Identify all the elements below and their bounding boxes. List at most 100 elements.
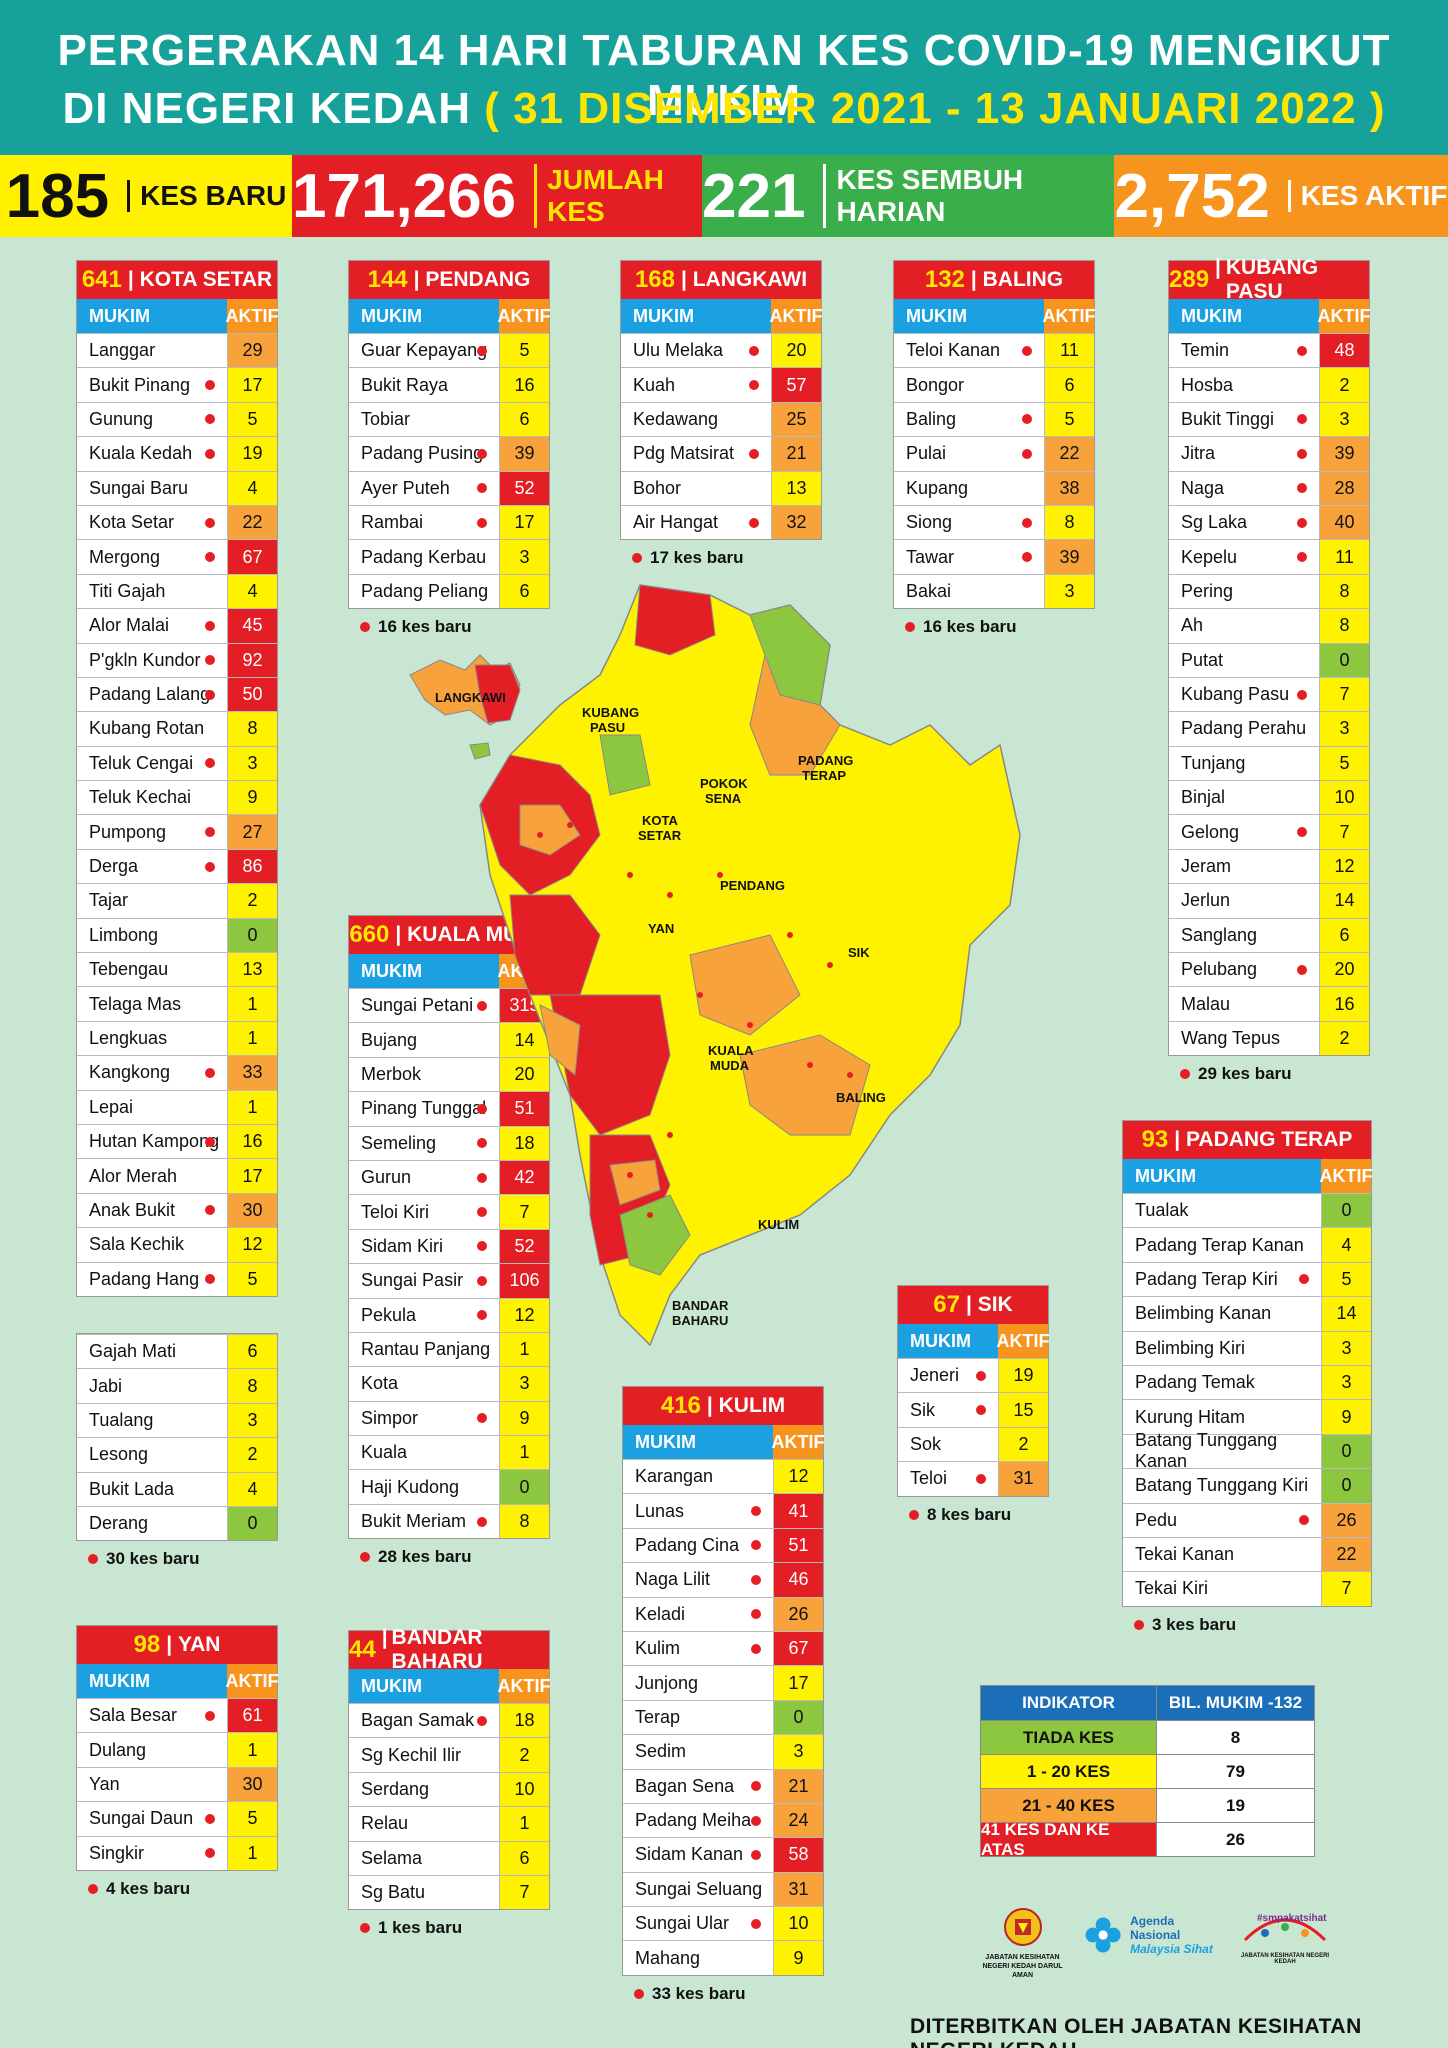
table-row: Ayer Puteh 52: [349, 470, 549, 505]
mukim-name: Kubang Rotan: [89, 718, 205, 739]
mukim-cell: Kedawang: [621, 403, 771, 436]
mukim-cell: Pelubang: [1169, 953, 1319, 986]
mukim-name: Gunung: [89, 408, 154, 429]
mukim-name: Bagan Sena: [635, 1775, 735, 1796]
new-case-dot-icon: [205, 552, 215, 563]
map-label-sena: SENA: [705, 791, 742, 806]
mukim-name: Limbong: [89, 924, 159, 945]
aktif-value: 19: [227, 437, 277, 471]
district-table-baling: 132 | BALING MUKIM AKTIF Teloi Kanan 11 Bongor…: [893, 260, 1096, 610]
aktif-value: 2: [998, 1427, 1048, 1462]
table-row: Bujang 14: [349, 1022, 549, 1057]
mukim-cell: Dulang: [77, 1733, 227, 1766]
mukim-cell: Semeling: [349, 1127, 499, 1160]
mukim-name: Ayer Puteh: [361, 477, 450, 498]
mukim-name: Semeling: [361, 1132, 437, 1153]
mukim-name: Teluk Cengai: [89, 752, 194, 773]
aktif-value: 7: [499, 1875, 549, 1910]
mukim-cell: P'gkln Kundor: [77, 644, 227, 677]
district-name: SIK: [977, 1293, 1013, 1316]
new-case-dot-icon: [477, 483, 487, 494]
table-row: Hosba 2: [1169, 367, 1369, 402]
mukim-name: Padang Cina: [635, 1534, 740, 1555]
table-row: Jeneri 19: [898, 1358, 1048, 1393]
mukim-name: Mahang: [635, 1947, 701, 1968]
mukim-cell: Bukit Meriam: [349, 1505, 499, 1538]
new-case-dot-icon: [1297, 414, 1307, 425]
table-row: Telaga Mas 1: [77, 986, 277, 1021]
mukim-name: Langgar: [89, 340, 156, 361]
mukim-name: Naga: [1181, 477, 1225, 498]
mukim-cell: Bujang: [349, 1023, 499, 1056]
table-row: P'gkln Kundor 92: [77, 642, 277, 677]
mukim-cell: Batang Tunggang Kiri: [1123, 1469, 1321, 1502]
new-case-dot-icon: [1022, 517, 1032, 528]
mukim-cell: Pumpong: [77, 815, 227, 848]
aktif-value: 8: [499, 1504, 549, 1539]
mukim-name: Padang Terap Kanan: [1135, 1234, 1304, 1255]
table-row: Sidam Kanan 58: [623, 1837, 823, 1872]
district-total: 44: [349, 1636, 376, 1663]
mukim-name: Belimbing Kiri: [1135, 1337, 1246, 1358]
mukim-cell: Padang Terap Kanan: [1123, 1228, 1321, 1261]
table-row: Jeram 12: [1169, 848, 1369, 884]
new-case-dot-icon: [205, 1813, 215, 1824]
table-row: Kangkong 33: [77, 1055, 277, 1090]
column-mukim: MUKIM: [1123, 1159, 1321, 1193]
aktif-value: 26: [1321, 1503, 1371, 1537]
district-separator: |: [381, 1626, 388, 1673]
mukim-cell: Padang Lalang: [77, 678, 227, 711]
aktif-value: 3: [1319, 402, 1369, 437]
smp-logo-sub: JABATAN KESIHATAN NEGERI KEDAH: [1240, 1953, 1330, 1965]
district-table-yan: 98 | YAN MUKIM AKTIF Sala Besar 61 Dulang 1 Yan 3…: [76, 1625, 279, 1871]
mukim-name: Bakai: [906, 580, 952, 601]
smpakatsihat-logo: #smpakatsihat JABATAN KESIHATAN NEGERI K…: [1230, 1905, 1340, 1965]
mukim-name: Malau: [1181, 993, 1231, 1014]
mukim-cell: Sanglang: [1169, 919, 1319, 952]
aktif-value: 0: [1321, 1434, 1371, 1469]
aktif-value: 27: [227, 815, 277, 849]
new-cases-text: 16 kes baru: [378, 617, 472, 636]
mukim-name: Kupang: [906, 477, 969, 498]
mukim-name: Padang Temak: [1135, 1372, 1255, 1393]
aktif-value: 4: [227, 471, 277, 505]
mukim-cell: Sungai Pasir: [349, 1264, 499, 1297]
aktif-value: 1: [499, 1332, 549, 1367]
map-region-kubang-pasu-north: [634, 584, 716, 656]
mukim-name: Sungai Seluang: [635, 1878, 763, 1899]
mukim-name: Tekai Kanan: [1135, 1544, 1235, 1565]
table-row: Pinang Tunggal 51: [349, 1091, 549, 1126]
aktif-value: 45: [227, 609, 277, 643]
table-row: Bakai 3: [894, 573, 1094, 609]
legend-header: INDIKATOR BIL. MUKIM -132: [981, 1686, 1314, 1720]
column-aktif: AKTIF: [226, 1664, 279, 1698]
red-dot-icon: [634, 1989, 644, 1999]
mukim-cell: Jeneri: [898, 1359, 998, 1392]
mukim-name: Padang Kerbau: [361, 546, 487, 567]
column-aktif: AKTIF: [226, 299, 279, 333]
aktif-value: 51: [499, 1092, 549, 1126]
district-table-kota-setar: 641 | KOTA SETAR MUKIM AKTIF Langgar 29 Bukit …: [76, 260, 279, 1297]
new-case-dot-icon: [205, 689, 215, 700]
mukim-cell: Simpor: [349, 1402, 499, 1435]
district-header: 44 | BANDAR BAHARU: [349, 1626, 549, 1673]
district-total: 98: [133, 1631, 161, 1658]
mukim-cell: Hutan Kampong: [77, 1125, 227, 1158]
table-row: Belimbing Kanan 14: [1123, 1296, 1371, 1331]
aktif-value: 61: [227, 1699, 277, 1733]
aktif-value: 26: [773, 1597, 823, 1631]
mukim-name: Batang Tunggang Kanan: [1135, 1430, 1278, 1472]
mukim-cell: Relau: [349, 1807, 499, 1840]
new-cases-text: 29 kes baru: [1198, 1064, 1292, 1083]
table-row: Derga 86: [77, 848, 277, 884]
new-case-dot-icon: [751, 1643, 761, 1654]
title-line-2: DI NEGERI KEDAH ( 31 DISEMBER 2021 - 13 …: [0, 84, 1448, 134]
aktif-value: 6: [1044, 368, 1094, 402]
new-case-dot-icon: [477, 1516, 487, 1527]
table-row: Tekai Kanan 22: [1123, 1536, 1371, 1572]
smp-logo-text: #smpakatsihat: [1257, 1913, 1327, 1924]
aktif-value: 3: [1319, 712, 1369, 746]
table-row: Bukit Tinggi 3: [1169, 401, 1369, 437]
map-region-pokok-sena: [599, 734, 651, 796]
